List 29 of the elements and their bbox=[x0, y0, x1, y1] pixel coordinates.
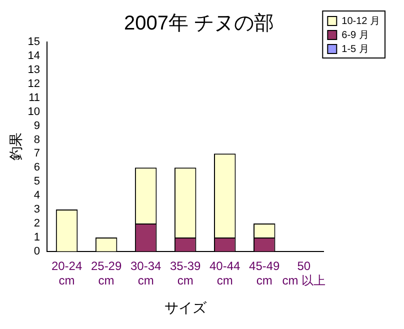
y-tick-label: 10 bbox=[28, 106, 40, 118]
y-tick-label: 0 bbox=[34, 245, 40, 258]
x-axis-title: サイズ bbox=[164, 300, 208, 316]
y-tick-label: 9 bbox=[34, 120, 40, 132]
y-tick-label: 12 bbox=[28, 78, 40, 90]
legend-label: 6-9 月 bbox=[342, 30, 369, 41]
x-tick-label: 40-44 cm bbox=[210, 258, 241, 288]
x-tick-label: 35-39 cm bbox=[170, 258, 202, 288]
y-axis-title: 釣果 bbox=[7, 132, 24, 161]
x-tick-label: 20-24 cm bbox=[51, 258, 82, 288]
y-tick-label: 2 bbox=[34, 218, 40, 230]
y-tick-label: 5 bbox=[34, 176, 40, 188]
chart-title: 2007年 チヌの部 bbox=[124, 12, 274, 35]
y-tick-label: 4 bbox=[34, 190, 40, 202]
y-tick-label: 8 bbox=[34, 134, 40, 146]
y-tick-label: 1 bbox=[34, 231, 40, 244]
x-tick-label: 25-29 cm bbox=[90, 258, 122, 288]
y-tick-label: 6 bbox=[34, 162, 40, 174]
y-tick-label: 15 bbox=[28, 36, 40, 48]
legend-label: 10-12 月 bbox=[342, 16, 380, 27]
y-tick-label: 3 bbox=[34, 204, 40, 216]
x-tick-label: 45-49 cm bbox=[249, 258, 280, 288]
legend-label: 1-5 月 bbox=[342, 44, 369, 55]
y-tick-label: 11 bbox=[28, 92, 40, 104]
x-tick-label: 30-34 cm bbox=[130, 258, 162, 288]
y-tick-label: 7 bbox=[34, 148, 40, 160]
y-tick-label: 13 bbox=[28, 64, 40, 76]
y-tick-label: 14 bbox=[28, 50, 40, 62]
x-tick-label: 50 cm 以上 bbox=[282, 258, 326, 288]
